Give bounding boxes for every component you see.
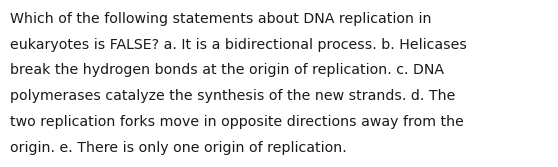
Text: eukaryotes is FALSE? a. It is a bidirectional process. b. Helicases: eukaryotes is FALSE? a. It is a bidirect… bbox=[10, 38, 467, 52]
Text: polymerases catalyze the synthesis of the new strands. d. The: polymerases catalyze the synthesis of th… bbox=[10, 89, 455, 103]
Text: break the hydrogen bonds at the origin of replication. c. DNA: break the hydrogen bonds at the origin o… bbox=[10, 63, 444, 77]
Text: two replication forks move in opposite directions away from the: two replication forks move in opposite d… bbox=[10, 115, 464, 129]
Text: origin. e. There is only one origin of replication.: origin. e. There is only one origin of r… bbox=[10, 141, 347, 155]
Text: Which of the following statements about DNA replication in: Which of the following statements about … bbox=[10, 12, 431, 26]
